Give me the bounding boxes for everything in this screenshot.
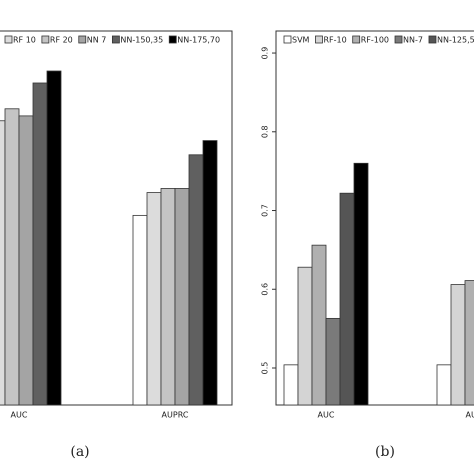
legend-label: RF-10 <box>323 36 346 45</box>
y-tick-label: 0.6 <box>261 283 270 296</box>
bar <box>339 192 355 406</box>
bar <box>146 192 162 406</box>
legend-swatch <box>111 35 120 44</box>
caption: (a) <box>70 444 89 460</box>
y-tick-label: 0.9 <box>261 47 270 60</box>
legend-swatch <box>394 35 403 44</box>
chart-panel: 0.5 0.6 0.7 0.8 0.9 AUC AUPRC SVM RF-10 RF-100 NN-… <box>261 30 474 420</box>
bar <box>160 188 176 406</box>
bar <box>174 188 190 406</box>
bar <box>283 364 299 406</box>
bar <box>18 115 34 406</box>
bar <box>436 364 452 406</box>
bar <box>464 280 474 406</box>
legend-swatch <box>168 35 177 44</box>
legend-label: RF 20 <box>50 36 73 45</box>
bar <box>188 154 204 406</box>
bar <box>311 244 327 406</box>
plot-frame <box>0 30 233 406</box>
legend-label: SVM <box>292 36 310 45</box>
caption: (b) <box>375 444 395 460</box>
x-tick-label: AUC <box>318 411 335 420</box>
legend-label: NN-7 <box>403 36 423 45</box>
y-tick-label: 0.5 <box>261 362 270 375</box>
bar <box>297 266 313 406</box>
bar <box>4 108 20 406</box>
bar <box>325 317 341 406</box>
legend-swatch <box>283 35 292 44</box>
x-tick-label: AUPRC <box>162 411 189 420</box>
legend-label: NN-175,70 <box>177 36 220 45</box>
bar <box>353 162 369 406</box>
y-tick-label: 0.7 <box>261 204 270 217</box>
legend-swatch <box>428 35 437 44</box>
bar <box>46 70 62 406</box>
legend-swatch <box>4 35 13 44</box>
bar <box>132 214 148 406</box>
x-tick-label: AUPRC <box>466 411 474 420</box>
plot-frame <box>275 30 474 406</box>
legend-swatch <box>352 35 361 44</box>
legend-swatch <box>41 35 50 44</box>
bar <box>0 120 6 406</box>
legend-label: RF-100 <box>361 36 389 45</box>
y-tick-label: 0.8 <box>261 125 270 138</box>
bar <box>450 284 466 406</box>
bar <box>32 82 48 406</box>
chart-panel: AUC AUPRC RF 10 RF 20 NN 7 NN-150,35 NN-175,70 <box>0 30 233 420</box>
legend-label: RF 10 <box>13 36 36 45</box>
legend-label: NN-125,50 <box>437 36 474 45</box>
legend-swatch <box>315 35 323 44</box>
x-tick-label: AUC <box>11 411 28 420</box>
legend-swatch <box>78 35 87 44</box>
bar <box>202 140 218 406</box>
legend-label: NN 7 <box>87 36 107 45</box>
legend-label: NN-150,35 <box>120 36 163 45</box>
